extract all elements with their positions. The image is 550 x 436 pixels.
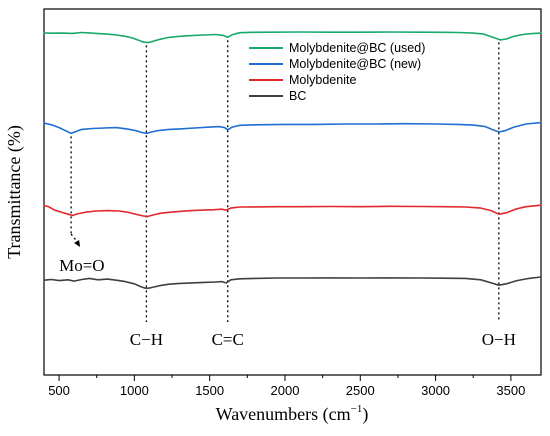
reference-lines xyxy=(70,40,500,322)
annotation-label: C=C xyxy=(212,330,244,349)
x-axis-title-main: Wavenumbers (cm xyxy=(216,404,351,425)
series-line-1 xyxy=(43,121,542,135)
y-axis-title: Transmittance (%) xyxy=(4,125,25,259)
x-tick-label: 1000 xyxy=(120,383,149,398)
x-tick-label: 2000 xyxy=(271,383,300,398)
x-axis-ticks: 500 1000 1500 2000 2500 3000 3500 xyxy=(48,375,525,398)
legend-label: Molybdenite@BC (used) xyxy=(289,41,425,55)
x-tick-label: 3500 xyxy=(496,383,525,398)
x-axis-title: Wavenumbers (cm−1) xyxy=(216,403,369,425)
guide-arrow-shaft xyxy=(70,233,79,244)
guide-arrow-head xyxy=(74,240,81,247)
x-tick-label: 3000 xyxy=(421,383,450,398)
series-line-2 xyxy=(43,204,542,218)
annotation-label: C−H xyxy=(130,330,163,349)
annotation-mo-o: Mo=O xyxy=(59,256,104,275)
x-tick-label: 2500 xyxy=(346,383,375,398)
legend-label: BC xyxy=(289,89,306,103)
annotation-label: O−H xyxy=(482,330,516,349)
legend-label: Molybdenite@BC (new) xyxy=(289,57,421,71)
series-line-3 xyxy=(43,276,542,290)
series-line-0 xyxy=(43,31,542,44)
x-axis-title-suffix: ) xyxy=(362,404,368,425)
legend: Molybdenite@BC (used) Molybdenite@BC (new… xyxy=(249,41,425,103)
legend-label: Molybdenite xyxy=(289,73,356,87)
plot-area-frame xyxy=(43,8,542,376)
x-axis-title-sup: −1 xyxy=(351,403,363,415)
x-tick-label: 500 xyxy=(48,383,70,398)
x-tick-label: 1500 xyxy=(195,383,224,398)
spectra-series xyxy=(43,31,542,290)
peak-annotations: Mo=O C−H C=C O−H xyxy=(59,256,516,349)
